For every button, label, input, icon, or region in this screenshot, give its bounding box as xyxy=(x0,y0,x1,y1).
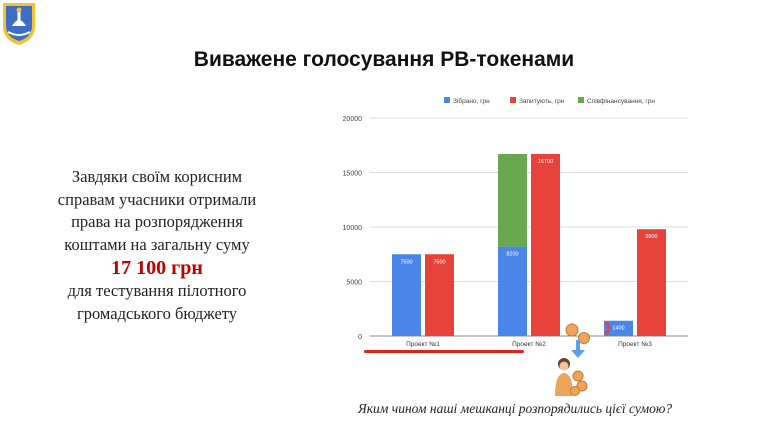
data-label: 7500 xyxy=(400,259,412,265)
y-tick-label: 15000 xyxy=(343,171,363,178)
summary-line-2: справам учасники отримали xyxy=(57,189,257,209)
citizen-with-coins-illustration xyxy=(555,320,610,396)
bar xyxy=(637,229,666,336)
data-label: 7500 xyxy=(433,259,445,265)
slide-title: Виважене голосування PB-токенами xyxy=(193,48,575,71)
y-tick-label: 10000 xyxy=(343,225,363,232)
summary-line-1: Завдяки своїм корисним xyxy=(71,167,243,186)
legend-swatch xyxy=(510,97,516,103)
summary-line-4: коштами на загальну суму xyxy=(64,234,250,254)
data-label: 9800 xyxy=(645,234,657,240)
legend-swatch xyxy=(578,97,584,103)
legend-label: Запитують, грн xyxy=(519,98,565,105)
y-tick-label: 5000 xyxy=(346,280,362,287)
y-tick-label: 0 xyxy=(358,334,362,341)
legend-label: Співфінансування, грн xyxy=(587,97,655,105)
data-label: 16700 xyxy=(538,159,553,165)
bar xyxy=(425,254,454,336)
bar xyxy=(531,153,560,336)
funding-summary-text: Завдяки своїм корисним справам учасники … xyxy=(22,166,292,325)
x-tick-label: Проект №1 xyxy=(406,341,440,348)
cross-mark-icon xyxy=(603,320,610,336)
budget-bar-chart: 0 5000 10000 15000 20000 Зібрано, грн Запитуют… xyxy=(343,97,688,348)
legend-swatch xyxy=(444,97,450,103)
city-coat-of-arms-logo xyxy=(3,3,35,45)
summary-line-6: громадського бюджету xyxy=(76,303,238,323)
legend-label: Зібрано, грн xyxy=(453,97,490,105)
y-tick-label: 20000 xyxy=(343,116,363,123)
x-tick-label: Проект №2 xyxy=(512,341,546,348)
data-label: 8200 xyxy=(506,252,518,258)
x-tick-label: Проект №3 xyxy=(618,341,652,348)
bar xyxy=(392,254,421,336)
bar xyxy=(604,320,633,336)
total-amount: 17 100 грн xyxy=(111,257,203,279)
project-2-red-underline xyxy=(364,350,524,353)
data-label: 1400 xyxy=(612,326,624,332)
bar xyxy=(498,153,527,247)
summary-line-3: права на розпорядження xyxy=(71,212,243,231)
bottom-question: Яким чином наші мешканці розпорядились ц… xyxy=(357,401,673,416)
summary-line-5: для тестування пілотного xyxy=(67,281,247,300)
bar xyxy=(498,246,527,336)
